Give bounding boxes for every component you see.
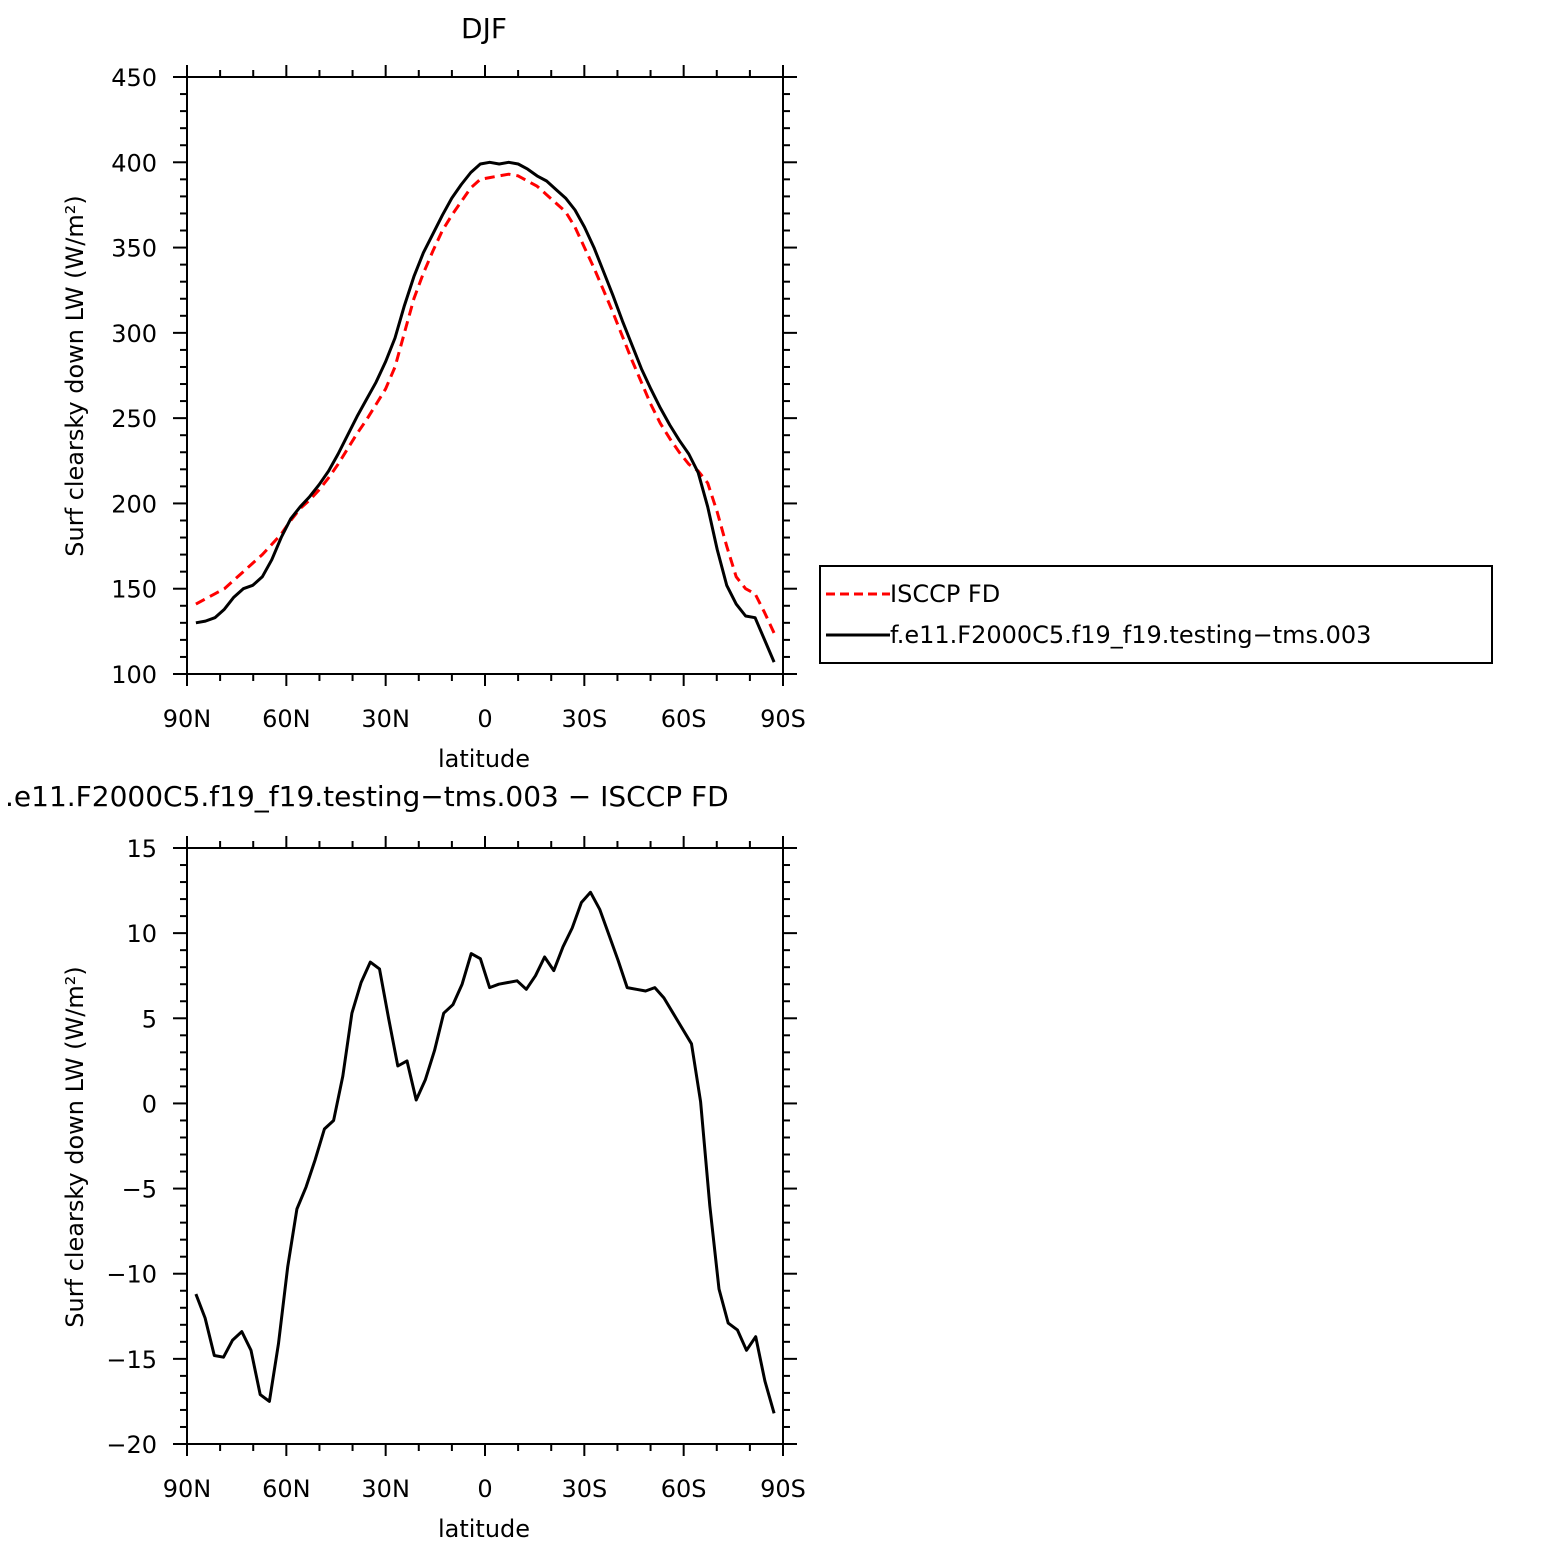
top-panel-djf: DJF Surf clearsky down LW (W/m²) latitud… [61, 12, 1493, 773]
y-tick-label: 150 [111, 576, 157, 604]
panel-title: .e11.F2000C5.f19_f19.testing−tms.003 − I… [5, 780, 729, 813]
y-tick-label: 400 [111, 149, 157, 177]
y-tick-label: 5 [142, 1005, 157, 1033]
x-tick-label: 60S [661, 705, 707, 733]
y-tick-label: 250 [111, 405, 157, 433]
plot-frame [186, 76, 784, 675]
x-tick-label: 60S [661, 1475, 707, 1503]
y-tick-label: −15 [106, 1346, 157, 1374]
x-tick-label: 90N [163, 705, 212, 733]
x-tick-label: 30N [361, 705, 410, 733]
y-tick-label: 200 [111, 490, 157, 518]
legend-entry-isccp: ISCCP FD [890, 580, 1000, 608]
y-tick-label: 10 [126, 920, 157, 948]
y-tick-label: −20 [106, 1431, 157, 1459]
series-line-f [195, 160, 776, 663]
y-tick-label: 15 [126, 835, 157, 863]
y-tick-label: 450 [111, 64, 157, 92]
x-tick-label: 30N [361, 1475, 410, 1503]
x-axis-label: latitude [438, 1515, 530, 1543]
x-tick-label: 0 [477, 1475, 492, 1503]
y-tick-label: 0 [142, 1090, 157, 1118]
x-tick-label: 90S [760, 705, 806, 733]
y-tick-label: 100 [111, 661, 157, 689]
legend-entry-model: f.e11.F2000C5.f19_f19.testing−tms.003 [890, 621, 1371, 649]
x-tick-label: 60N [262, 1475, 311, 1503]
plot-area: 90N 60N 30N 0 30S 60S 90S −20 −15 −10 −5 0 5 10 15 [106, 835, 806, 1503]
y-tick-label: −5 [122, 1176, 157, 1204]
series-line-isccp [195, 172, 776, 634]
y-axis-label: Surf clearsky down LW (W/m²) [61, 966, 89, 1327]
bottom-panel-difference: .e11.F2000C5.f19_f19.testing−tms.003 − I… [5, 780, 806, 1543]
x-tick-label: 0 [477, 705, 492, 733]
legend: ISCCP FD f.e11.F2000C5.f19_f19.testing−t… [819, 565, 1493, 664]
y-tick-label: −10 [106, 1261, 157, 1289]
panel-title: DJF [461, 12, 507, 45]
y-tick-label: 300 [111, 320, 157, 348]
x-tick-label: 90S [760, 1475, 806, 1503]
x-tick-label: 60N [262, 705, 311, 733]
y-tick-label: 350 [111, 235, 157, 263]
legend-box [819, 565, 1493, 664]
x-tick-label: 30S [561, 705, 607, 733]
y-axis-label: Surf clearsky down LW (W/m²) [61, 195, 89, 556]
plot-area: 90N 60N 30N 0 30S 60S 90S 100 150 200 250 300 350 400… [111, 64, 806, 733]
x-tick-label: 30S [561, 1475, 607, 1503]
x-tick-label: 90N [163, 1475, 212, 1503]
x-axis-label: latitude [438, 745, 530, 773]
series-line-difference [194, 890, 776, 1414]
